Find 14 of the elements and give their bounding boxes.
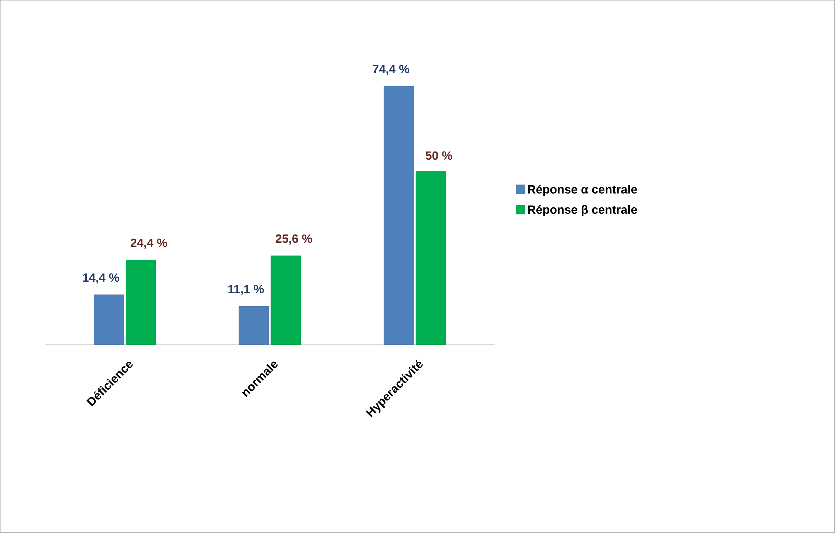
legend-label: Réponse α centrale bbox=[528, 184, 638, 196]
bar bbox=[238, 306, 270, 345]
legend-label: Réponse β centrale bbox=[528, 205, 638, 216]
data-label: 50 % bbox=[426, 151, 452, 160]
data-label: 14,4 % bbox=[83, 274, 120, 284]
data-label: 24,4 % bbox=[130, 238, 168, 249]
bar bbox=[270, 256, 302, 345]
data-label: 11,1 % bbox=[228, 284, 264, 296]
bar bbox=[126, 260, 156, 345]
bar bbox=[416, 170, 446, 345]
data-label: 74,4 % bbox=[373, 64, 410, 76]
data-label: 25,6 % bbox=[276, 234, 312, 245]
bar bbox=[384, 86, 414, 345]
bar bbox=[94, 294, 124, 345]
